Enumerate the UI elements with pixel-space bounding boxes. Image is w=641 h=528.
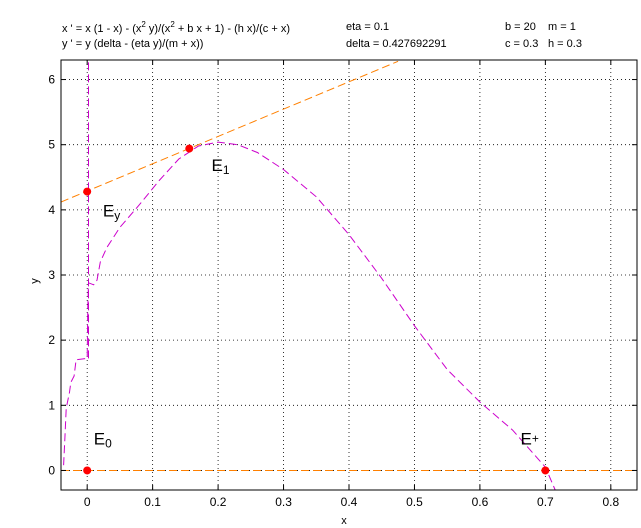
equation-x-prime: x ' = x (1 - x) - (x2 y)/(x2 + b x + 1) …: [62, 20, 290, 35]
param-m: m = 1: [548, 21, 576, 33]
y-axis-label: y: [29, 278, 41, 284]
x-tick-label: 0.4: [341, 495, 358, 509]
equilibrium-point-e0: [83, 466, 92, 475]
y-tick-label: 3: [48, 268, 55, 282]
param-c: c = 0.3: [505, 38, 538, 50]
x-tick-label: 0.7: [537, 495, 554, 509]
header: x ' = x (1 - x) - (x2 y)/(x2 + b x + 1) …: [62, 20, 582, 50]
equation-y-prime: y ' = y (delta - (eta y)/(m + x)): [62, 38, 203, 50]
x-tick-label: 0.2: [210, 495, 227, 509]
equilibrium-point-e+: [541, 466, 550, 475]
series-group: [61, 60, 637, 490]
x-tick-label: 0.8: [602, 495, 619, 509]
y-tick-label: 2: [48, 333, 55, 347]
param-h: h = 0.3: [548, 38, 582, 50]
param-eta: eta = 0.1: [346, 21, 389, 33]
x-tick-label: 0: [84, 495, 91, 509]
x-tick-label: 0.1: [144, 495, 161, 509]
x-tick-label: 0.5: [406, 495, 423, 509]
equilibrium-label-e0: E0: [94, 429, 112, 450]
x-axis-label: x: [341, 515, 347, 527]
equilibrium-points: [83, 144, 550, 475]
equilibrium-label-e+: E+: [520, 429, 538, 448]
equilibrium-label-ey: Ey: [103, 201, 120, 222]
equilibrium-label-e1: E1: [212, 156, 230, 177]
y-tick-label: 4: [48, 203, 55, 217]
param-b: b = 20: [505, 21, 536, 33]
param-delta: delta = 0.427692291: [346, 38, 447, 50]
equilibrium-labels: E0 Ey E1 E+: [94, 156, 539, 451]
equilibrium-point-e1: [185, 144, 194, 153]
series-line-0: [63, 141, 556, 490]
equilibrium-point-ey: [83, 187, 92, 196]
x-tick-label: 0.3: [275, 495, 292, 509]
axis-ticks: 0 0.1 0.2 0.3 0.4 0.5 0.6 0.7 0.8 0 1 2 3 4 5 6: [48, 60, 637, 509]
y-tick-label: 1: [48, 398, 55, 412]
y-tick-label: 0: [48, 463, 55, 477]
y-tick-label: 6: [48, 73, 55, 87]
y-tick-label: 5: [48, 138, 55, 152]
x-tick-label: 0.6: [472, 495, 489, 509]
series-line-2: [61, 60, 399, 203]
